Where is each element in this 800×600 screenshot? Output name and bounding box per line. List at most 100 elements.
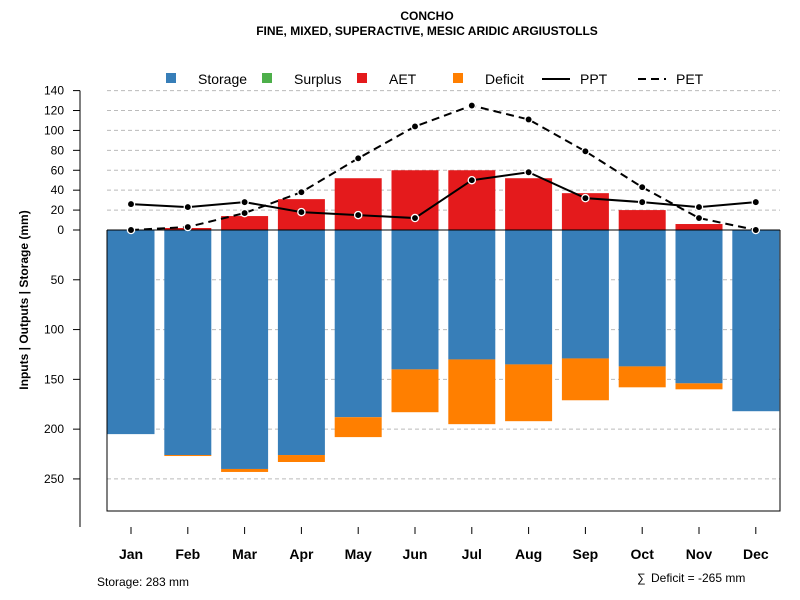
month-label: Dec	[743, 546, 769, 562]
y-tick-label: 20	[51, 203, 65, 217]
ppt-line	[130, 171, 756, 220]
y-tick-label: 40	[51, 183, 65, 197]
month-label: Jul	[462, 546, 482, 562]
ppt-line-point	[297, 207, 306, 217]
y-tick-label: 80	[51, 143, 65, 157]
storage-bar	[675, 230, 723, 384]
sum-symbol: ∑	[637, 571, 646, 585]
ppt-line-point	[524, 167, 533, 177]
legend-label: Surplus	[294, 71, 341, 87]
ppt-line-point	[637, 197, 647, 207]
storage-bar	[164, 230, 212, 456]
legend-label: Storage	[198, 71, 247, 87]
deficit-bar	[391, 369, 439, 413]
ppt-line-point	[410, 213, 420, 223]
pet-line-point	[751, 225, 761, 235]
aet-bar	[334, 178, 382, 230]
aet-bar	[505, 178, 553, 230]
plot-frame	[106, 229, 781, 512]
storage-bar	[334, 230, 382, 418]
month-label: Nov	[686, 546, 713, 562]
pet-line-point	[297, 187, 306, 197]
ppt-line-point	[467, 175, 477, 185]
ppt-line-point	[183, 202, 193, 212]
ppt-line-point	[751, 197, 761, 207]
bars	[107, 170, 780, 472]
legend-label: AET	[389, 71, 417, 87]
legend-swatch	[453, 73, 463, 83]
y-tick-label: 120	[44, 104, 64, 118]
month-label: Oct	[631, 546, 655, 562]
y-tick-label: 200	[44, 422, 64, 436]
storage-bar	[107, 230, 155, 435]
legend-label: PET	[676, 71, 704, 87]
axes: 0 20 40 60 80 100 120 140 50 100 150 200 250 Jan Feb Ma…	[44, 84, 769, 562]
storage-bar	[732, 230, 780, 412]
storage-bar	[505, 230, 553, 365]
legend-label: Deficit	[485, 71, 524, 87]
y-tick-label: 0	[57, 223, 64, 237]
pet-line	[130, 104, 757, 231]
pet-line-point	[694, 213, 704, 223]
ppt-line-point	[240, 197, 249, 207]
pet-line-point	[240, 208, 249, 218]
series-lines	[126, 101, 761, 235]
pet-line-point	[410, 122, 420, 131]
ppt-line-point	[353, 210, 363, 220]
deficit-bar	[334, 417, 382, 438]
storage-bar	[561, 230, 609, 359]
pet-line-point	[126, 225, 136, 235]
legend-label: PPT	[580, 71, 608, 87]
y-tick-label: 250	[44, 472, 64, 486]
y-tick-label: 150	[44, 372, 64, 386]
aet-bar	[675, 224, 723, 230]
pet-line-point	[524, 115, 533, 124]
chart-title: CONCHO	[400, 9, 453, 23]
ppt-line-point	[694, 202, 704, 212]
y-axis-label: Inputs | Outputs | Storage (mm)	[17, 210, 31, 389]
legend-swatch	[357, 73, 367, 83]
deficit-bar	[164, 455, 212, 457]
deficit-bar	[448, 359, 496, 425]
deficit-note: Deficit = -265 mm	[651, 571, 745, 585]
month-label: Aug	[515, 546, 542, 562]
deficit-bar	[221, 468, 269, 472]
month-label: May	[345, 546, 372, 562]
y-tick-label: 100	[44, 123, 64, 137]
month-label: Apr	[289, 546, 314, 562]
legend-swatch	[166, 73, 176, 83]
y-tick-label: 50	[51, 273, 65, 287]
month-label: Sep	[573, 546, 599, 562]
aet-bar	[618, 210, 666, 230]
storage-bar	[391, 230, 439, 370]
chart-subtitle: FINE, MIXED, SUPERACTIVE, MESIC ARIDIC A…	[256, 24, 598, 38]
deficit-bar	[618, 366, 666, 388]
month-label: Jan	[119, 546, 143, 562]
month-label: Feb	[175, 546, 200, 562]
legend: Storage Surplus AET Deficit PPT PET	[166, 71, 704, 87]
storage-bar	[277, 230, 325, 456]
pet-line-point	[353, 154, 363, 163]
deficit-bar	[505, 364, 553, 422]
storage-bar	[221, 230, 269, 469]
pet-line-point	[467, 101, 477, 110]
month-label: Mar	[232, 546, 257, 562]
pet-line-point	[637, 182, 647, 192]
gridlines	[107, 90, 780, 480]
ppt-line-point	[581, 193, 590, 203]
pet-line-point	[581, 147, 590, 156]
month-label: Jun	[403, 546, 428, 562]
deficit-bar	[675, 383, 723, 390]
y-tick-label: 100	[44, 323, 64, 337]
ppt-line-point	[126, 199, 136, 209]
storage-frame	[106, 230, 781, 512]
y-tick-label: 140	[44, 84, 64, 98]
legend-swatch	[262, 73, 272, 83]
deficit-bar	[561, 358, 609, 401]
aet-bar	[221, 216, 269, 230]
storage-bar	[448, 230, 496, 360]
storage-bar	[618, 230, 666, 367]
y-tick-label: 60	[51, 163, 65, 177]
storage-note: Storage: 283 mm	[97, 575, 189, 589]
